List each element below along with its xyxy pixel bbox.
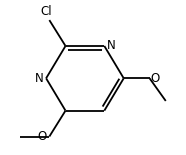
Text: N: N bbox=[107, 40, 116, 53]
Text: O: O bbox=[150, 72, 160, 85]
Text: O: O bbox=[38, 130, 47, 143]
Text: Cl: Cl bbox=[40, 5, 52, 18]
Text: N: N bbox=[35, 72, 44, 85]
